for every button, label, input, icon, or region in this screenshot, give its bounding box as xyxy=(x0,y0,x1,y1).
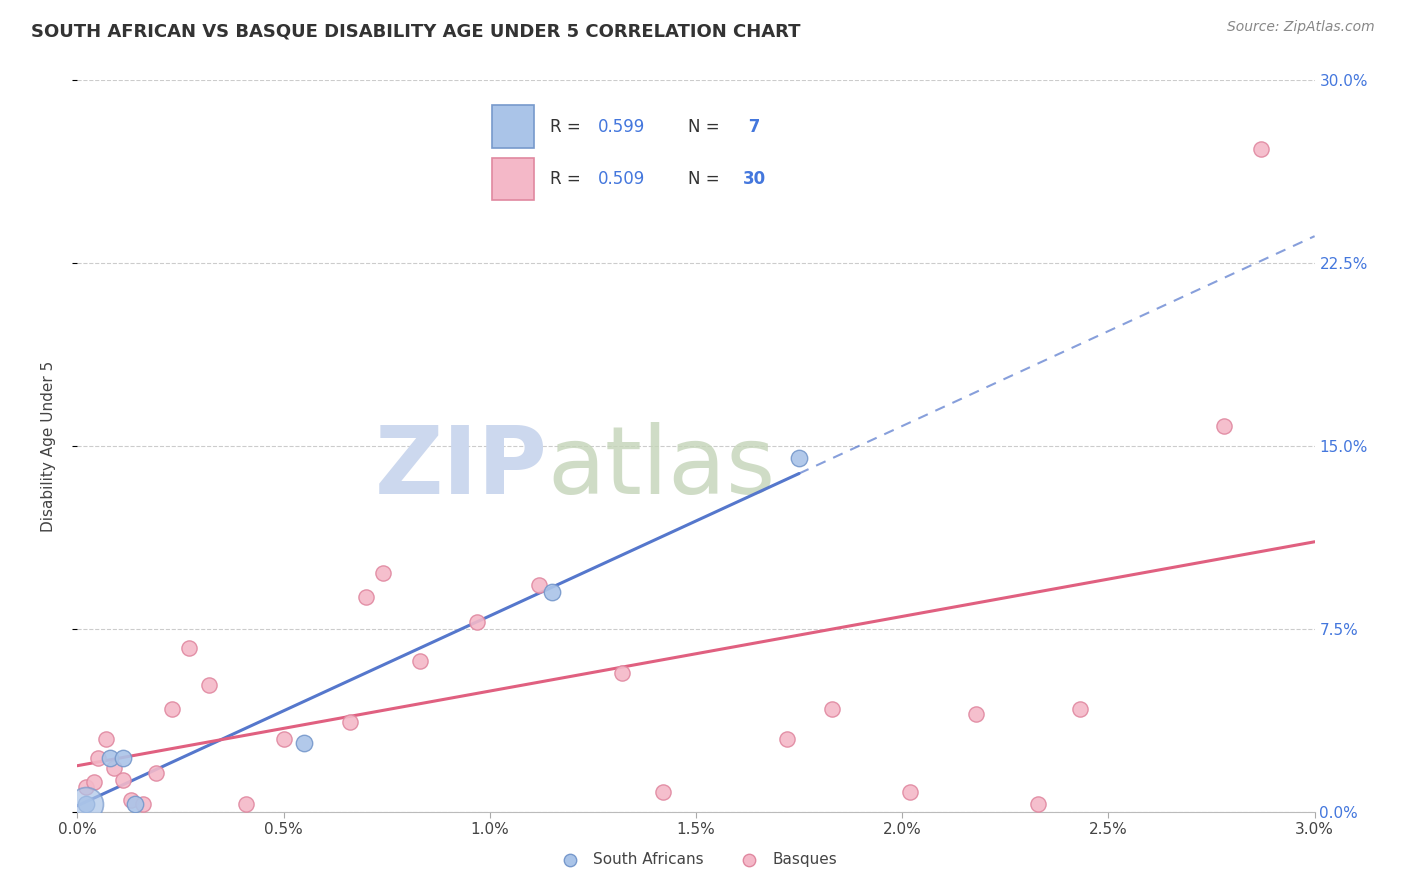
Point xyxy=(467,615,489,629)
Point xyxy=(1026,797,1049,812)
Point xyxy=(273,731,295,746)
Point xyxy=(354,590,377,604)
Point xyxy=(177,641,200,656)
Point xyxy=(83,775,105,789)
Y-axis label: Disability Age Under 5: Disability Age Under 5 xyxy=(42,360,56,532)
Point xyxy=(75,780,97,795)
Point xyxy=(75,797,97,812)
Text: Source: ZipAtlas.com: Source: ZipAtlas.com xyxy=(1227,20,1375,34)
Point xyxy=(75,797,97,812)
Point xyxy=(371,566,394,580)
Point xyxy=(339,714,361,729)
Point xyxy=(145,765,167,780)
Point xyxy=(96,731,118,746)
Point xyxy=(408,654,430,668)
Point xyxy=(103,761,125,775)
Point xyxy=(235,797,257,812)
Point xyxy=(1069,702,1091,716)
Text: SOUTH AFRICAN VS BASQUE DISABILITY AGE UNDER 5 CORRELATION CHART: SOUTH AFRICAN VS BASQUE DISABILITY AGE U… xyxy=(31,22,800,40)
Point xyxy=(529,578,551,592)
Point xyxy=(821,702,844,716)
Point xyxy=(540,585,562,599)
Point xyxy=(1212,419,1234,434)
Point xyxy=(900,785,922,799)
Legend: South Africans, Basques: South Africans, Basques xyxy=(548,847,844,873)
Point xyxy=(87,751,110,765)
Point xyxy=(610,665,633,680)
Point xyxy=(120,792,142,806)
Point xyxy=(652,785,675,799)
Text: ZIP: ZIP xyxy=(374,422,547,514)
Point xyxy=(98,751,121,765)
Point xyxy=(292,736,315,750)
Point xyxy=(787,451,810,466)
Point xyxy=(111,751,134,765)
Point xyxy=(111,772,134,787)
Point xyxy=(776,731,799,746)
Point xyxy=(132,797,155,812)
Text: atlas: atlas xyxy=(547,422,776,514)
Point xyxy=(1250,142,1272,156)
Point xyxy=(965,707,987,722)
Point xyxy=(124,797,146,812)
Point xyxy=(198,678,221,692)
Point xyxy=(160,702,183,716)
